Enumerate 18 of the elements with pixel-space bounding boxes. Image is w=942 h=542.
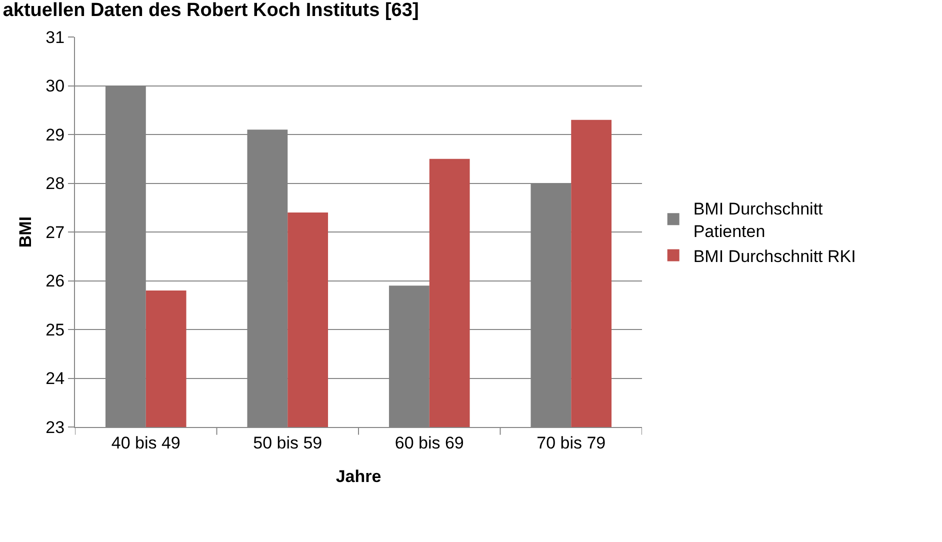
chart-title: aktuellen Daten des Robert Koch Instituts [63] [2,0,419,22]
y-tick-label: 28 [46,174,65,194]
y-axis-title: BMI [16,216,35,248]
x-tick-label: 40 bis 49 [111,433,180,452]
x-tick-label: 50 bis 59 [253,433,322,452]
x-axis-title: Jahre [336,466,382,486]
legend-label: BMI Durchschnitt Patienten [693,200,824,241]
y-tick-label: 29 [46,125,65,144]
y-tick-label: 25 [46,320,65,340]
y-tick-label: 31 [46,28,65,47]
y-tick-label: 23 [46,418,65,437]
x-tick-label: 70 bis 79 [536,433,606,452]
y-tick-label: 30 [46,76,65,96]
y-tick-label: 26 [46,272,65,291]
y-tick-label: 24 [46,369,65,388]
y-tick-label: 27 [46,222,65,242]
legend-label: BMI Durchschnitt RKI [693,246,856,266]
x-tick-label: 60 bis 69 [394,433,464,452]
